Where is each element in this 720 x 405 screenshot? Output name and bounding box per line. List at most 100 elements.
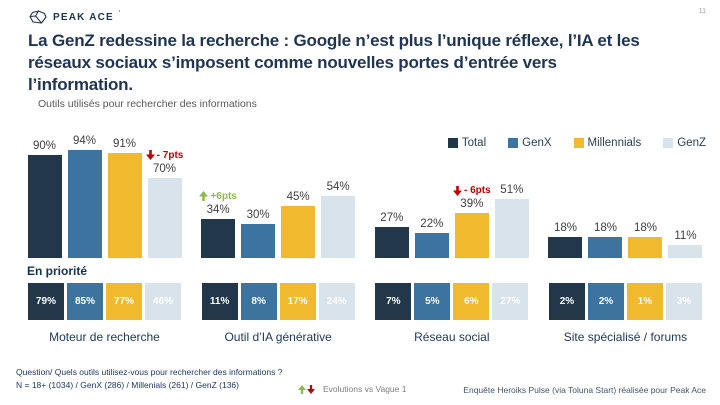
bar-value-label: 90%	[32, 139, 57, 152]
bar	[494, 199, 529, 258]
bar-column: - 6pts 39%	[452, 185, 491, 258]
bar-value-label: 45%	[286, 191, 310, 204]
bar	[668, 245, 703, 258]
bar-column: 18%	[628, 222, 663, 258]
page-number: 11	[698, 8, 706, 15]
legend-label: GenX	[522, 137, 552, 149]
slide-title: La GenZ redessine la recherche : Google …	[28, 30, 720, 96]
priority-cell: 2%	[587, 283, 624, 320]
priority-cell: 11%	[201, 283, 238, 320]
bar-column: 27%	[374, 211, 409, 258]
arrow-up-icon	[199, 191, 209, 202]
bar-value-label: 18%	[593, 222, 617, 235]
footnote-question: Question/ Quels outils utilisez-vous pou…	[16, 367, 283, 377]
priority-cell: 8%	[240, 283, 277, 320]
bar	[414, 232, 449, 258]
bar-column: +6pts 34%	[199, 190, 237, 258]
bar-column: 54%	[321, 180, 356, 258]
evolution-legend: Evolutions vs Vague 1	[298, 384, 406, 394]
bar	[27, 154, 62, 258]
annotation-text: - 6pts	[463, 185, 491, 197]
footnote: Question/ Quels outils utilisez-vous pou…	[16, 366, 282, 392]
bar	[374, 226, 409, 258]
priority-cell: 24%	[318, 283, 355, 320]
bar-column: 90%	[27, 139, 62, 258]
chart-group: 27% 22% - 6pts 39% 51% 7% 5% 6% 27% Réseau social	[373, 128, 530, 344]
legend-label: Millennials	[587, 137, 642, 149]
legend-swatch	[663, 138, 674, 148]
bar	[628, 237, 663, 258]
priority-row: 79% 85% 77% 46%	[26, 283, 183, 320]
bar-value-label: 54%	[326, 180, 350, 193]
evolution-annotation: - 7pts	[145, 149, 184, 161]
footnote-sample: N = 18+ (1034) / GenX (286) / Millenials…	[16, 380, 239, 391]
priority-cell: 46%	[145, 283, 181, 320]
priority-row: 2% 2% 1% 3%	[547, 283, 704, 320]
priority-cell: 27%	[492, 283, 529, 320]
evolution-arrows	[298, 384, 315, 394]
arrow-down-icon	[452, 185, 462, 196]
legend-swatch	[573, 138, 584, 148]
bar-value-label: 70%	[152, 162, 177, 175]
priority-cell: 77%	[106, 283, 142, 320]
category-label: Site spécialisé / forums	[563, 330, 688, 344]
priority-cell: 17%	[279, 283, 316, 320]
bar-value-label: 11%	[674, 230, 697, 243]
logo-trademark: ’	[118, 10, 121, 17]
bar-value-label: 18%	[633, 222, 657, 235]
arrow-down-icon	[307, 384, 315, 394]
bar-cluster: 90% 94% 91% - 7pts 70%	[26, 128, 183, 258]
bar-column: 22%	[414, 217, 449, 258]
source-note: Enquête Heroiks Pulse (via Toluna Start)…	[463, 385, 706, 395]
bar-column: 11%	[668, 230, 703, 258]
bar	[107, 153, 142, 258]
category-label: Outil d’IA générative	[224, 330, 332, 344]
bar-value-label: 34%	[206, 203, 230, 216]
bar-value-label: 27%	[380, 211, 404, 224]
bar-column: 51%	[494, 184, 529, 258]
chart-group: +6pts 34% 30% 45% 54% 11% 8% 17% 24% Outil d’IA g…	[199, 128, 357, 344]
bar	[548, 237, 583, 258]
bar	[67, 149, 102, 258]
peak-ace-logo-icon	[29, 10, 47, 24]
bar-value-label: 18%	[553, 222, 577, 235]
priority-cell: 6%	[453, 283, 490, 320]
bar-cluster: 27% 22% - 6pts 39% 51%	[373, 128, 530, 258]
priority-cell: 79%	[28, 283, 64, 320]
title-line: l’information.	[28, 75, 133, 94]
bar-chart: 90% 94% 91% - 7pts 70% 79% 85% 77% 46% Moteur de …	[26, 128, 704, 344]
bar-column: 91%	[107, 138, 142, 258]
evolution-annotation: - 6pts	[452, 185, 491, 197]
chart-subtitle: Outils utilisés pour rechercher des info…	[38, 98, 257, 110]
bar-value-label: 94%	[72, 134, 97, 147]
evolution-legend-text: Evolutions vs Vague 1	[323, 384, 407, 394]
bar	[588, 237, 623, 258]
arrow-down-icon	[145, 150, 155, 160]
priority-row: 11% 8% 17% 24%	[200, 283, 357, 320]
bar-column: 30%	[241, 209, 276, 258]
arrow-up-icon	[298, 384, 306, 394]
annotation-text: - 7pts	[156, 149, 184, 161]
title-line: réseaux sociaux s’imposent comme nouvell…	[28, 53, 557, 72]
legend-item: Millennials	[573, 137, 642, 149]
chart-group: 18% 18% 18% 11% 2% 2% 1% 3% Site spécialisé / fo…	[547, 128, 704, 344]
category-label: Réseau social	[414, 330, 490, 344]
priority-label: En priorité	[27, 264, 88, 278]
priority-row: 7% 5% 6% 27%	[373, 283, 530, 320]
bar-column: 94%	[67, 134, 102, 258]
category-label: Moteur de recherche	[49, 330, 160, 344]
legend-label: Total	[461, 137, 487, 149]
bar	[201, 218, 236, 258]
bar-column: - 7pts 70%	[145, 149, 184, 258]
bar-value-label: 91%	[112, 138, 137, 151]
legend-swatch	[508, 138, 519, 148]
evolution-annotation: +6pts	[199, 190, 237, 202]
bar-value-label: 22%	[420, 217, 444, 230]
annotation-text: +6pts	[210, 190, 237, 202]
priority-cell: 3%	[665, 283, 702, 320]
legend-label: GenZ	[677, 137, 706, 149]
title-line: La GenZ redessine la recherche : Google …	[28, 31, 640, 50]
priority-cell: 2%	[548, 283, 585, 320]
legend-item: GenX	[508, 137, 552, 149]
